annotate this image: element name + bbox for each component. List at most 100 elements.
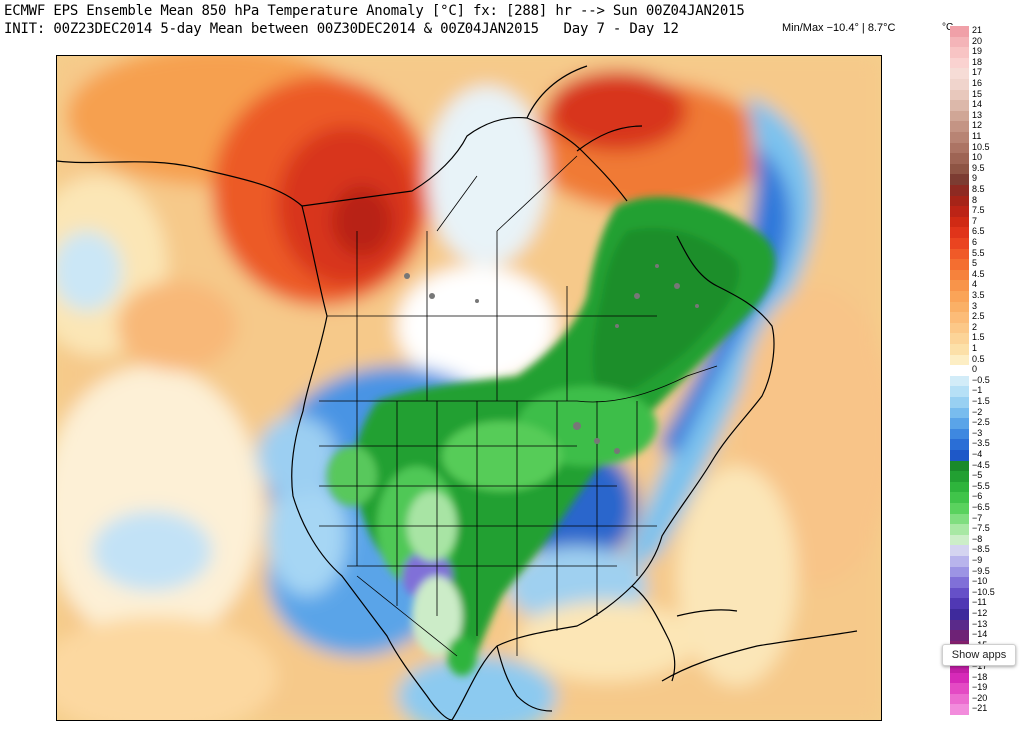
- legend-item: −4.5: [950, 459, 1025, 472]
- legend-label: 2.5: [972, 311, 985, 322]
- legend-item: 6.5: [950, 226, 1025, 238]
- legend-swatch: [950, 195, 969, 207]
- legend-swatch: [950, 492, 969, 503]
- legend-swatch: [950, 556, 969, 567]
- legend-label: −11: [972, 597, 987, 608]
- legend-swatch: [950, 683, 969, 694]
- legend-swatch: [950, 386, 969, 397]
- legend-swatch: [950, 397, 969, 408]
- legend-item: −8.5: [950, 544, 1025, 556]
- legend-swatch: [950, 121, 969, 132]
- political-borders: [319, 155, 718, 657]
- legend-item: −10: [950, 576, 1025, 588]
- legend-item: 7.5: [950, 205, 1025, 217]
- legend-swatch: [950, 259, 969, 270]
- legend-swatch: [950, 216, 969, 228]
- legend-swatch: [950, 47, 969, 58]
- legend-label: −8.5: [972, 544, 990, 555]
- legend-label: 13: [972, 109, 983, 120]
- map-title: ECMWF EPS Ensemble Mean 850 hPa Temperat…: [4, 3, 745, 19]
- legend-item: −17: [950, 661, 1025, 673]
- legend-item: 2.5: [950, 311, 1025, 323]
- legend-label: 2: [972, 321, 978, 332]
- legend-swatch: [950, 57, 969, 69]
- legend-label: 0: [972, 364, 978, 375]
- legend-swatch: [950, 471, 969, 482]
- legend-item: −13: [950, 619, 1025, 631]
- legend-item: 14: [950, 99, 1025, 111]
- legend-swatch: [950, 79, 969, 90]
- legend-item: 18: [950, 56, 1025, 69]
- legend-label: 17: [972, 67, 983, 78]
- legend-label: 1: [972, 343, 978, 353]
- legend-swatch: [950, 598, 969, 609]
- legend-label: 11: [972, 131, 982, 141]
- legend-item: −2.5: [950, 417, 1025, 429]
- legend-label: −12: [972, 608, 988, 618]
- legend-label: 8: [972, 194, 978, 205]
- legend-item: 4: [950, 279, 1025, 291]
- legend-label: 0.5: [972, 353, 985, 364]
- legend-label: −5.5: [972, 480, 990, 491]
- legend-swatch: [950, 534, 969, 546]
- legend-swatch: [950, 450, 969, 461]
- legend-item: −14: [950, 629, 1025, 641]
- legend-label: −1.5: [972, 396, 990, 406]
- legend-swatch: [950, 693, 969, 705]
- legend-label: 7.5: [972, 205, 985, 216]
- legend-item: −7.5: [950, 523, 1025, 535]
- legend-item: 6: [950, 237, 1025, 249]
- legend-swatch: [950, 503, 969, 514]
- legend-label: 18: [972, 56, 983, 67]
- legend-item: 20: [950, 35, 1025, 48]
- legend-swatch: [950, 89, 969, 101]
- legend-label: −21: [972, 703, 988, 714]
- legend-swatch: [950, 68, 969, 79]
- legend-swatch: [950, 460, 969, 472]
- min-max-readout: Min/Max −10.4° | 8.7°C: [782, 22, 896, 34]
- legend-item: 3: [950, 301, 1025, 313]
- legend-label: −4.5: [972, 459, 990, 470]
- legend-item: 9: [950, 173, 1025, 185]
- legend-label: −0.5: [972, 374, 990, 385]
- legend-label: −2: [972, 406, 983, 417]
- legend-item: −1.5: [950, 396, 1025, 408]
- legend-label: −3.5: [972, 438, 990, 449]
- legend-label: 16: [972, 78, 983, 88]
- legend-swatch: [950, 333, 969, 344]
- legend-label: 4.5: [972, 268, 985, 279]
- legend-item: −7: [950, 513, 1025, 525]
- legend-item: −10.5: [950, 587, 1025, 599]
- legend-item: 19: [950, 46, 1025, 58]
- legend-label: 3.5: [972, 290, 985, 300]
- legend-swatch: [950, 577, 969, 588]
- legend-label: 6: [972, 237, 978, 247]
- legend-label: 8.5: [972, 184, 985, 194]
- legend-label: 12: [972, 120, 983, 131]
- legend-swatch: [950, 142, 969, 154]
- legend-swatch: [950, 132, 969, 143]
- show-apps-button[interactable]: Show apps: [942, 644, 1016, 666]
- legend-swatch: [950, 630, 969, 641]
- legend-swatch: [950, 291, 969, 302]
- legend-swatch: [950, 312, 969, 323]
- legend-item: −11: [950, 597, 1025, 609]
- legend-item: 12: [950, 120, 1025, 132]
- legend-swatch: [950, 513, 969, 525]
- legend-item: −1: [950, 385, 1025, 397]
- legend-label: 20: [972, 35, 983, 46]
- legend-item: 9.5: [950, 163, 1025, 175]
- legend-swatch: [950, 248, 969, 260]
- legend-label: −14: [972, 629, 988, 640]
- legend-swatch: [950, 354, 969, 366]
- legend-label: −9.5: [972, 565, 990, 576]
- legend-swatch: [950, 662, 969, 673]
- legend-swatch: [950, 407, 969, 419]
- legend-label: 14: [972, 99, 983, 110]
- legend-label: 19: [972, 46, 983, 57]
- legend-item: 13: [950, 109, 1025, 122]
- legend-label: 15: [972, 88, 983, 99]
- legend-label: −8: [972, 533, 983, 544]
- legend-label: 10.5: [972, 141, 990, 152]
- legend-item: 3.5: [950, 290, 1025, 302]
